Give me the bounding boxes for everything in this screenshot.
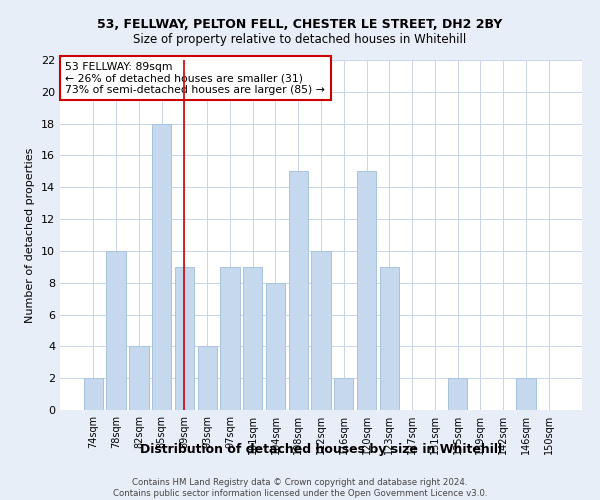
Bar [357, 172, 376, 410]
Text: Contains HM Land Registry data © Crown copyright and database right 2024.
Contai: Contains HM Land Registry data © Crown c… [113, 478, 487, 498]
Text: 53 FELLWAY: 89sqm
← 26% of detached houses are smaller (31)
73% of semi-detached: 53 FELLWAY: 89sqm ← 26% of detached hous… [65, 62, 325, 95]
Bar [311, 251, 331, 410]
Bar [220, 267, 239, 410]
Text: 53, FELLWAY, PELTON FELL, CHESTER LE STREET, DH2 2BY: 53, FELLWAY, PELTON FELL, CHESTER LE STR… [97, 18, 503, 30]
Bar [334, 378, 353, 410]
Bar [152, 124, 172, 410]
Bar [266, 282, 285, 410]
Bar [106, 251, 126, 410]
Bar [516, 378, 536, 410]
Text: Size of property relative to detached houses in Whitehill: Size of property relative to detached ho… [133, 32, 467, 46]
Bar [380, 267, 399, 410]
Bar [197, 346, 217, 410]
Bar [175, 267, 194, 410]
Bar [84, 378, 103, 410]
Y-axis label: Number of detached properties: Number of detached properties [25, 148, 35, 322]
Bar [129, 346, 149, 410]
Bar [243, 267, 262, 410]
Text: Distribution of detached houses by size in Whitehill: Distribution of detached houses by size … [140, 442, 502, 456]
Bar [289, 172, 308, 410]
Bar [448, 378, 467, 410]
